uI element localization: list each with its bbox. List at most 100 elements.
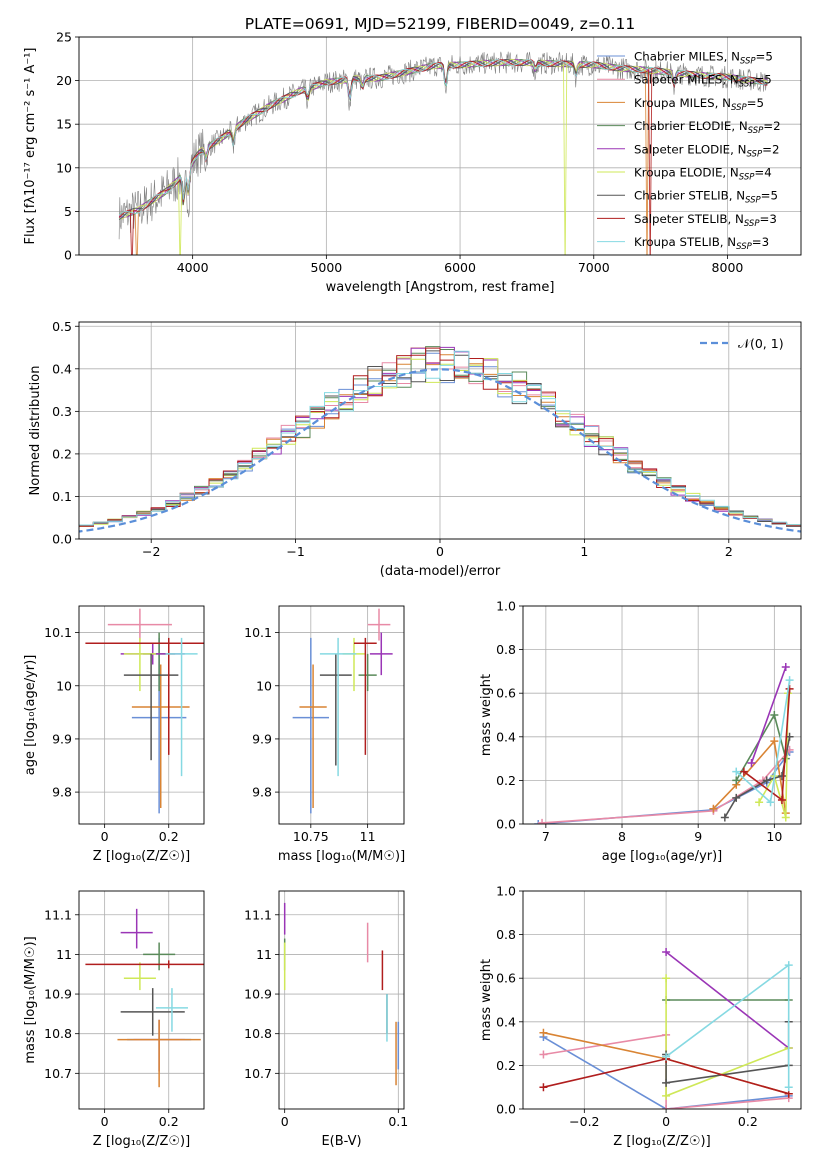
- x-tick-label: 0: [101, 829, 109, 844]
- y-tick-label: 9.9: [252, 731, 272, 746]
- axes-mass-vs-EBV: 0 0.1 10.7 10.8 10.9 11 11.1 E(B-V): [244, 890, 408, 1149]
- y-tick-label: 0.8: [496, 642, 516, 657]
- figure-title: PLATE=0691, MJD=52199, FIBERID=0049, z=0…: [245, 15, 635, 33]
- weight-marker: [662, 1078, 671, 1087]
- y-tick-label: 5: [64, 204, 72, 219]
- axes-weight-vs-Z: −0.2 0 0.2 0.0 0.2 0.4 0.6 0.8 1.0 Z [log₁₀(Z/Z☉)…: [479, 884, 802, 1149]
- errorbar-kroupa-miles: [299, 664, 327, 809]
- weight-marker: [538, 818, 547, 824]
- weight-marker: [747, 758, 756, 767]
- weight-marker: [662, 1091, 671, 1100]
- errorbar-salpeter-stelib: [85, 637, 204, 755]
- legend-label-salpeter-elodie: Salpeter ELODIE, NSSP=2: [634, 142, 779, 159]
- histogram-kroupa-stelib: [79, 350, 801, 529]
- errorbar-kroupa-stelib: [165, 637, 198, 777]
- errorbar-chabrier-stelib: [319, 653, 352, 766]
- errorbar-kroupa-elodie: [342, 637, 366, 692]
- axes-age-vs-mass: 10.75 11 9.8 9.9 10 10.1 mass [log₁₀(M/M☉)]: [244, 605, 405, 864]
- y-tick-label: 1.0: [496, 599, 516, 614]
- weight-line-salpeter-elodie: [750, 666, 787, 764]
- model-line-kroupa-stelib: [118, 59, 768, 215]
- axes-mass-vs-Z: 0 0.2 10.7 10.8 10.9 11 11.1 Z [log₁₀(Z/Z☉)] mas…: [23, 890, 205, 1149]
- y-tick-label: 0: [64, 248, 72, 263]
- x-tick-label: 10.75: [293, 829, 329, 844]
- x-axis-label: wavelength [Angstrom, rest frame]: [326, 280, 555, 295]
- axes-spectrum: 4000 5000 6000 7000 8000 0 5 10 15 20 25 wavelength…: [23, 30, 802, 295]
- errorbar-chabrier-elodie: [358, 653, 377, 692]
- weight-marker: [732, 767, 741, 776]
- y-tick-label: 11.1: [244, 907, 272, 922]
- x-tick-label: 6000: [444, 260, 476, 275]
- weight-line-kroupa-stelib: [665, 963, 790, 1088]
- y-tick-label: 0.8: [496, 927, 516, 942]
- x-axis-label: age [log₁₀(age/yr)]: [602, 849, 723, 864]
- errorbar-chabrier-stelib: [120, 988, 185, 1036]
- x-tick-label: 0: [281, 1114, 289, 1129]
- grid: [279, 606, 404, 824]
- errorbar-kroupa-stelib: [155, 988, 188, 1032]
- y-axis-label: mass weight: [479, 959, 494, 1041]
- legend-label-salpeter-miles: Salpeter MILES, NSSP=5: [634, 73, 772, 90]
- y-tick-label: 25: [56, 30, 72, 45]
- axes-age-vs-Z: 0 0.2 9.8 9.9 10 10.1 Z [log₁₀(Z/Z☉)] age [log₁…: [23, 605, 205, 864]
- y-tick-label: 15: [56, 117, 72, 132]
- grid: [279, 891, 404, 1109]
- y-tick-label: 9.9: [52, 731, 72, 746]
- weight-marker: [785, 676, 794, 685]
- axes-frame: [522, 605, 802, 825]
- axes-frame: [78, 605, 205, 825]
- weight-marker: [770, 711, 779, 719]
- axes-residuals: −2 −1 0 1 2 0.0 0.1 0.2 0.3 0.4 0.5 (data-model)/er…: [28, 319, 802, 579]
- x-axis-label: Z [log₁₀(Z/Z☉)]: [93, 849, 190, 864]
- errorbar-salpeter-elodie: [369, 632, 393, 676]
- errorbar-kroupa-elodie: [123, 962, 156, 991]
- weight-marker: [781, 813, 790, 822]
- y-tick-label: 0.6: [496, 686, 516, 701]
- weight-marker: [785, 684, 794, 693]
- x-tick-label: 0.2: [159, 829, 179, 844]
- grid: [79, 606, 204, 824]
- y-tick-label: 10: [56, 678, 72, 693]
- x-axis-label: (data-model)/error: [380, 564, 501, 579]
- weight-line-salpeter-elodie: [665, 951, 790, 1049]
- y-tick-label: 0.1: [52, 489, 72, 504]
- y-tick-label: 0.4: [52, 361, 72, 376]
- y-tick-label: 0.3: [52, 404, 72, 419]
- weight-marker: [784, 1083, 793, 1092]
- plot-area: [118, 51, 768, 255]
- plot-area: [85, 608, 204, 814]
- x-tick-label: 0: [101, 1114, 109, 1129]
- x-tick-label: 1: [580, 544, 588, 559]
- x-tick-label: 0.2: [738, 1114, 758, 1129]
- errorbar-kroupa-miles: [117, 1019, 201, 1088]
- x-tick-label: 0.2: [159, 1114, 179, 1129]
- model-line-salpeter-stelib: [118, 59, 768, 255]
- x-tick-label: 0: [436, 544, 444, 559]
- errorbar-salpeter-stelib: [354, 637, 377, 755]
- y-tick-label: 0.5: [52, 319, 72, 334]
- legend-label-kroupa-stelib: Kroupa STELIB, NSSP=3: [634, 235, 769, 252]
- y-tick-label: 0.2: [52, 446, 72, 461]
- weight-marker: [539, 1050, 548, 1059]
- weight-marker: [534, 820, 543, 824]
- x-axis-label: mass [log₁₀(M/M☉)]: [278, 849, 405, 864]
- y-tick-label: 11: [256, 947, 272, 962]
- weight-marker: [781, 663, 790, 672]
- weight-marker: [662, 1105, 671, 1109]
- x-axis-label: Z [log₁₀(Z/Z☉)]: [93, 1134, 190, 1149]
- x-tick-label: −0.2: [569, 1114, 599, 1129]
- y-axis-label: age [log₁₀(age/yr)]: [23, 655, 38, 776]
- plot-area: [85, 908, 204, 1088]
- errorbar-salpeter-miles: [107, 608, 172, 641]
- y-tick-label: 0.0: [496, 1102, 516, 1117]
- weight-marker: [770, 737, 779, 746]
- y-tick-label: 10.9: [44, 987, 72, 1002]
- y-tick-label: 0.6: [496, 971, 516, 986]
- legend-label-normal: 𝒩(0, 1): [738, 336, 784, 351]
- x-tick-label: 4000: [177, 260, 209, 275]
- y-tick-label: 0.2: [496, 1058, 516, 1073]
- y-axis-label: mass weight: [479, 674, 494, 756]
- x-tick-label: 9: [694, 829, 702, 844]
- axes-frame: [78, 321, 802, 540]
